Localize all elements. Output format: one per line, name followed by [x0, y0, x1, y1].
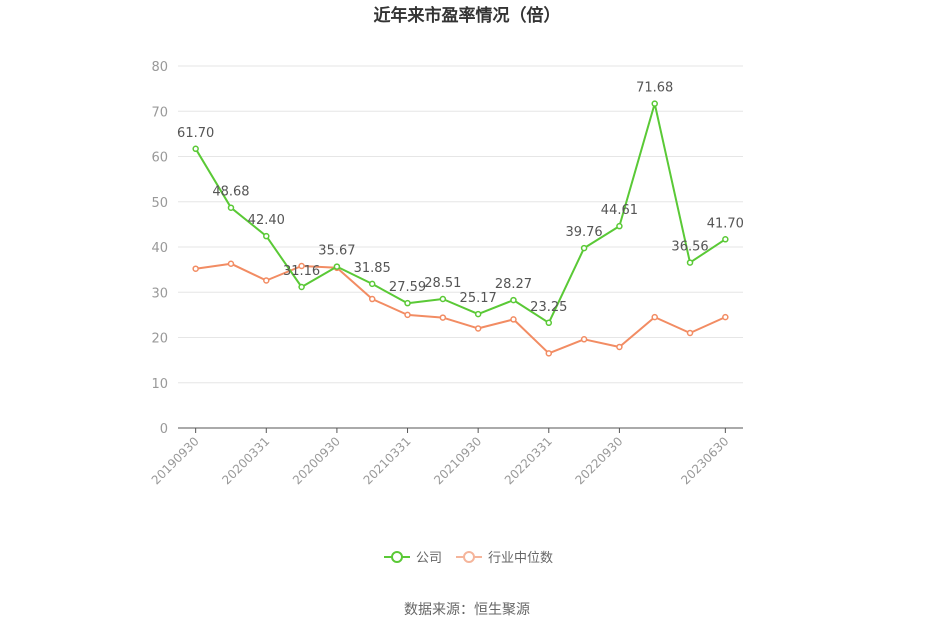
series-0-point[interactable]: [474, 310, 482, 318]
data-label: 27.59: [389, 280, 426, 295]
legend-label: 公司: [416, 551, 442, 566]
data-label: 41.70: [707, 216, 744, 231]
data-label: 48.68: [212, 185, 249, 200]
series-1-point[interactable]: [580, 336, 588, 343]
legend-label: 行业中位数: [488, 551, 553, 566]
data-label: 35.67: [318, 244, 355, 259]
x-tick-label: 20210331: [361, 434, 414, 487]
y-tick-label: 50: [151, 196, 168, 211]
y-tick-label: 70: [151, 105, 168, 120]
series-1-point[interactable]: [404, 311, 411, 319]
grid-layer: [178, 65, 743, 384]
series-0-point[interactable]: [227, 204, 235, 211]
series-1-point[interactable]: [192, 265, 199, 272]
series-0-point[interactable]: [333, 263, 341, 270]
axis-layer: 0 10 20 30 40 50 60 70 80 20190930 20200331 2020093…: [149, 60, 743, 487]
chart-title: 近年来市盈率情况（倍）: [374, 5, 561, 26]
series-1-point[interactable]: [439, 314, 447, 321]
series-0-point[interactable]: [686, 259, 694, 266]
data-label: 23.25: [530, 300, 567, 315]
series-layer: [192, 100, 729, 357]
series-0-point[interactable]: [298, 283, 305, 291]
series-1-point[interactable]: [616, 343, 623, 351]
x-tick-label: 20200930: [290, 434, 343, 487]
series-0-point[interactable]: [263, 232, 270, 240]
x-tick-label: 20230630: [678, 434, 731, 487]
series-0-point[interactable]: [192, 145, 199, 153]
series-0-point[interactable]: [545, 319, 553, 327]
data-label: 28.51: [424, 276, 461, 291]
series-line-0: [194, 102, 726, 324]
legend-marker-icon: [391, 551, 403, 563]
y-tick-label: 60: [151, 151, 168, 166]
series-1-point[interactable]: [722, 313, 729, 321]
x-tick-label: 20190930: [149, 434, 202, 487]
y-tick-label: 20: [151, 332, 168, 347]
series-1-point[interactable]: [651, 313, 658, 321]
data-label-layer: 61.70 48.68 42.40 31.16 35.67 31.85 27.5928.51…: [177, 81, 744, 315]
series-0-point[interactable]: [616, 222, 623, 230]
series-1-point[interactable]: [368, 295, 376, 303]
data-label: 31.16: [283, 264, 320, 279]
legend-item-1[interactable]: 行业中位数: [456, 551, 553, 566]
y-tick-label: 80: [151, 60, 168, 75]
data-label: 44.61: [601, 203, 638, 218]
y-tick-label: 40: [151, 241, 168, 256]
series-line-1: [195, 262, 726, 355]
data-label: 61.70: [177, 126, 214, 141]
data-label: 28.27: [495, 277, 532, 292]
y-tick-label: 30: [151, 286, 168, 301]
x-tick-label: 20220331: [502, 434, 555, 487]
series-0-point[interactable]: [439, 295, 447, 303]
legend-item-0[interactable]: 公司: [384, 551, 442, 566]
series-1-point[interactable]: [545, 350, 553, 357]
x-tick-label: 20220930: [572, 434, 625, 487]
data-label: 31.85: [354, 261, 391, 276]
series-0-point[interactable]: [651, 100, 658, 107]
data-label: 42.40: [248, 213, 285, 228]
y-tick-label: 10: [151, 377, 168, 392]
series-0-point[interactable]: [722, 236, 729, 243]
series-1-point[interactable]: [474, 325, 482, 332]
data-label: 71.68: [636, 81, 673, 96]
legend-marker-icon: [463, 551, 475, 563]
series-0-point[interactable]: [510, 296, 517, 304]
series-0-point[interactable]: [580, 244, 588, 252]
x-tick-label: 20200331: [219, 434, 272, 487]
series-1-point[interactable]: [510, 316, 517, 323]
legend[interactable]: 公司 行业中位数: [384, 551, 553, 566]
series-1-point[interactable]: [263, 277, 270, 284]
series-1-point[interactable]: [227, 260, 235, 267]
data-label: 25.17: [460, 291, 497, 306]
series-0-point[interactable]: [368, 280, 376, 288]
data-label: 36.56: [671, 240, 708, 255]
series-0-point[interactable]: [404, 299, 411, 307]
series-1-point[interactable]: [686, 329, 694, 337]
chart-source: 数据来源：恒生聚源: [404, 602, 530, 618]
series-1-point[interactable]: [298, 262, 305, 270]
data-label: 39.76: [565, 225, 602, 240]
x-tick-label: 20210930: [431, 434, 484, 487]
y-tick-label: 0: [160, 422, 168, 437]
